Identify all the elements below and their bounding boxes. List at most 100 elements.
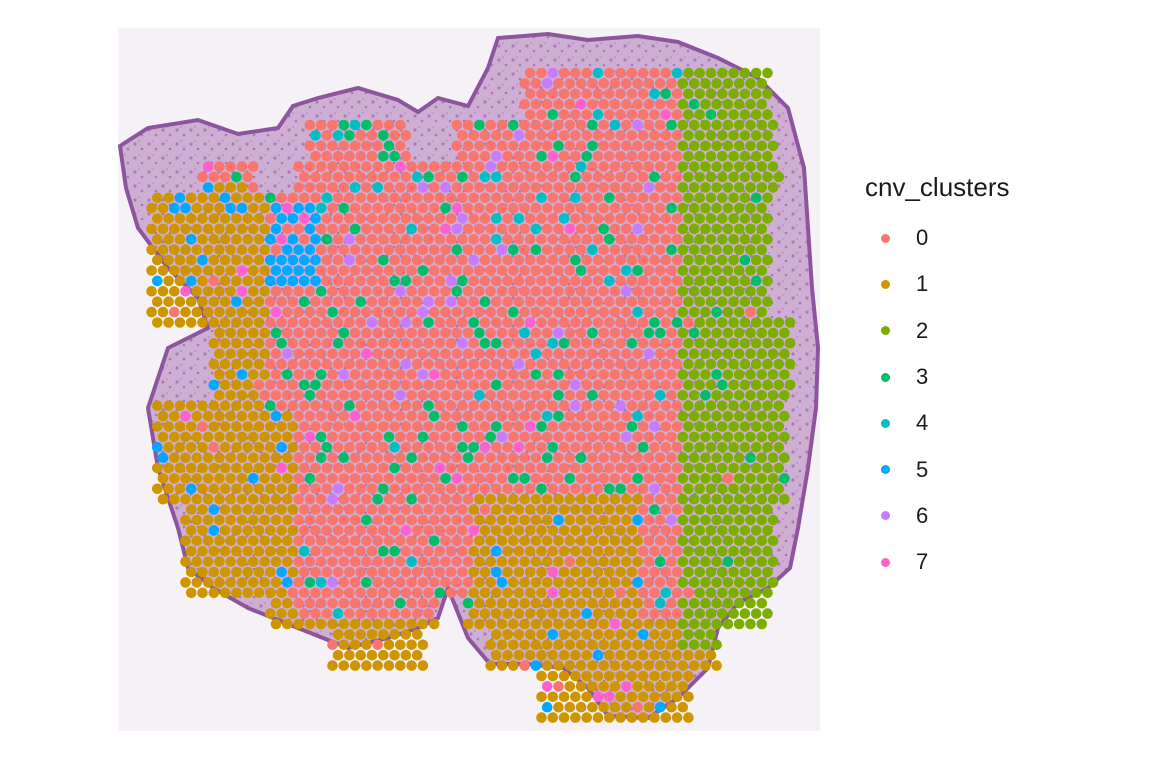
- spot-cluster-0: [615, 234, 626, 245]
- legend-key: [862, 539, 908, 585]
- spot-cluster-0: [451, 369, 463, 380]
- spot-cluster-7: [349, 410, 361, 422]
- spot-cluster-0: [615, 192, 626, 204]
- spot-cluster-2: [762, 109, 773, 120]
- spot-cluster-0: [553, 431, 564, 443]
- spot-cluster-0: [321, 275, 333, 287]
- spot-cluster-0: [496, 286, 508, 297]
- spot-cluster-1: [485, 618, 497, 630]
- spot-cluster-0: [383, 514, 395, 526]
- spot-cluster-3: [304, 390, 316, 401]
- spot-cluster-0: [570, 421, 581, 432]
- spot-cluster-0: [411, 442, 423, 453]
- spot-cluster-4: [632, 306, 643, 318]
- spot-cluster-2: [745, 223, 756, 235]
- spot-cluster-1: [174, 442, 186, 453]
- spot-cluster-3: [604, 192, 615, 204]
- spot-cluster-2: [694, 109, 705, 120]
- spot-cluster-2: [722, 369, 734, 380]
- spot-cluster-0: [508, 410, 519, 422]
- spot-cluster-0: [445, 462, 457, 474]
- spot-cluster-0: [440, 452, 451, 464]
- spot-cluster-2: [688, 306, 700, 318]
- spot-cluster-0: [513, 171, 525, 183]
- spot-cluster-1: [541, 556, 553, 567]
- spot-cluster-2: [756, 202, 768, 214]
- spot-cluster-2: [717, 296, 728, 308]
- spot-cluster-2: [728, 462, 739, 474]
- spot-cluster-0: [389, 421, 400, 432]
- spot-cluster-1: [197, 213, 208, 224]
- spot-cluster-1: [231, 275, 242, 287]
- spot-cluster-4: [406, 223, 417, 235]
- spot-cluster-2: [688, 493, 700, 505]
- spot-cluster-0: [338, 597, 350, 609]
- spot-cluster-6: [513, 130, 525, 141]
- spot-cluster-0: [609, 78, 621, 89]
- spot-cluster-3: [276, 338, 287, 349]
- spot-cluster-0: [587, 348, 598, 360]
- spot-cluster-3: [270, 327, 282, 339]
- spot-cluster-1: [225, 452, 236, 464]
- spot-cluster-0: [248, 182, 259, 193]
- spot-cluster-0: [513, 296, 525, 308]
- spot-cluster-1: [344, 629, 355, 640]
- spot-cluster-0: [400, 130, 412, 141]
- spot-cluster-2: [688, 639, 700, 651]
- spot-cluster-0: [445, 566, 457, 578]
- spot-cluster-0: [637, 379, 649, 391]
- spot-cluster-1: [180, 306, 191, 318]
- spot-cluster-1: [598, 535, 609, 547]
- spot-cluster-1: [242, 442, 253, 453]
- spot-cluster-0: [282, 390, 293, 401]
- spot-cluster-0: [417, 493, 429, 505]
- spot-cluster-2: [745, 140, 756, 152]
- spot-cluster-2: [745, 597, 756, 609]
- spot-cluster-1: [157, 431, 169, 443]
- spot-cluster-2: [705, 275, 717, 287]
- spot-cluster-2: [745, 265, 756, 276]
- spot-cluster-3: [462, 597, 474, 609]
- spot-cluster-0: [558, 67, 570, 79]
- spot-cluster-0: [451, 535, 463, 547]
- spot-cluster-2: [750, 234, 762, 245]
- spot-cluster-0: [372, 244, 383, 255]
- spot-cluster-0: [468, 421, 480, 432]
- spot-cluster-0: [440, 286, 451, 297]
- spot-cluster-1: [609, 639, 621, 651]
- spot-cluster-1: [632, 597, 643, 609]
- spot-cluster-3: [265, 400, 276, 412]
- spot-cluster-0: [236, 161, 248, 172]
- spot-cluster-0: [649, 67, 660, 79]
- spot-cluster-0: [558, 192, 570, 204]
- spot-cluster-1: [174, 296, 186, 308]
- spot-cluster-2: [739, 338, 751, 349]
- spot-cluster-0: [282, 223, 293, 235]
- spot-cluster-0: [315, 161, 327, 172]
- spot-cluster-1: [553, 556, 564, 567]
- spot-cluster-0: [361, 244, 372, 255]
- spot-cluster-3: [536, 421, 547, 432]
- spot-cluster-0: [564, 410, 576, 422]
- spot-cluster-0: [558, 150, 570, 162]
- spot-cluster-0: [361, 431, 372, 443]
- spot-cluster-2: [717, 545, 728, 557]
- spot-cluster-0: [332, 317, 344, 328]
- spot-cluster-2: [677, 493, 689, 505]
- spot-cluster-1: [508, 493, 519, 505]
- spot-cluster-2: [745, 244, 756, 255]
- spot-cluster-0: [423, 358, 434, 370]
- spot-cluster-1: [208, 483, 220, 495]
- spot-cluster-1: [253, 587, 265, 599]
- spot-cluster-0: [547, 88, 559, 100]
- spot-cluster-1: [519, 535, 530, 547]
- spot-cluster-0: [575, 390, 587, 401]
- spot-cluster-0: [536, 338, 547, 349]
- spot-cluster-2: [728, 358, 739, 370]
- spot-cluster-1: [683, 691, 694, 703]
- spot-cluster-0: [389, 587, 400, 599]
- spot-cluster-0: [564, 431, 576, 443]
- spot-cluster-0: [654, 577, 666, 588]
- spot-cluster-1: [191, 244, 203, 255]
- spot-cluster-1: [231, 525, 242, 536]
